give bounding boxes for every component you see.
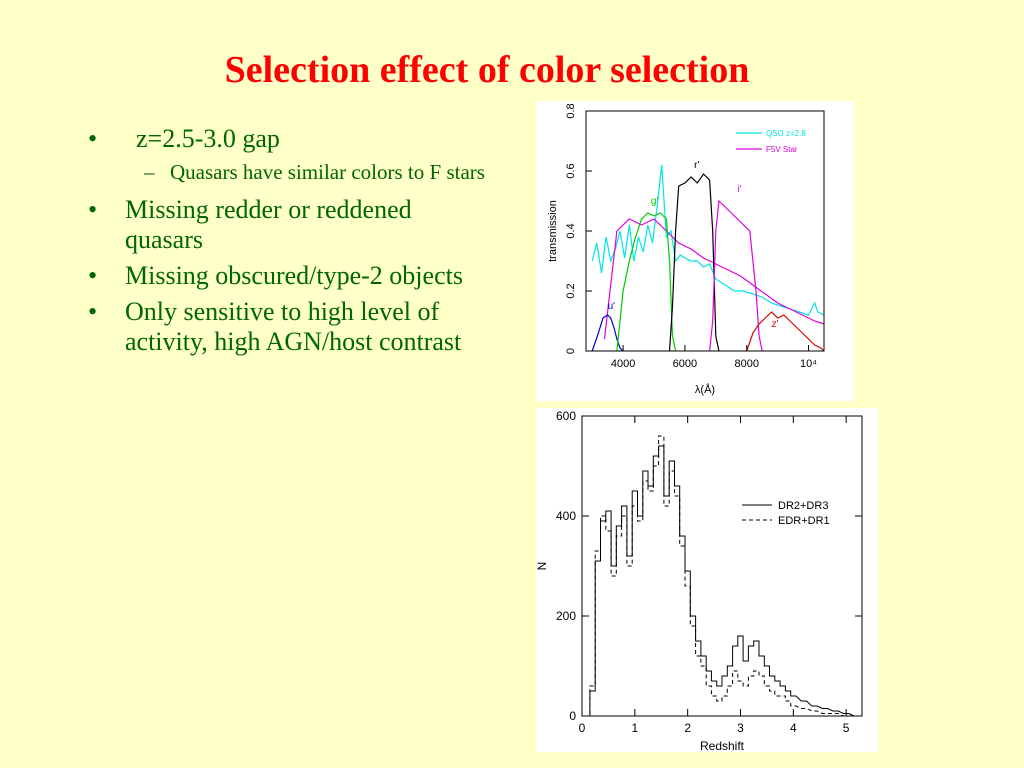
bullet-text: Only sensitive to high level of activity… [125, 297, 462, 356]
filter-annotation: i' [737, 184, 741, 195]
x-tick-label: 4 [790, 721, 797, 735]
series-line [746, 311, 825, 352]
legend-label: F5V Star [766, 145, 798, 154]
y-tick-label: 0.8 [565, 103, 577, 118]
sub-bullet-dash: – [144, 160, 155, 184]
filter-transmission-figure: 4000 6000 8000 10⁴ 0 0.2 0.4 0.6 0.8 λ(Å) transmis… [536, 101, 854, 401]
series-line [616, 212, 677, 352]
bullet-dot: • [88, 124, 98, 153]
bullet-item: • Missing redder or reddened quasars [88, 195, 488, 255]
y-tick-label: 600 [556, 409, 576, 423]
plot-frame [581, 415, 863, 717]
y-tick-label: 0 [569, 709, 576, 723]
x-tick-label: 4000 [611, 358, 635, 370]
x-tick-label: 2 [684, 721, 691, 735]
bullet-text: Missing obscured/type-2 objects [125, 261, 463, 290]
y-tick-label: 0.4 [565, 223, 577, 238]
filter-transmission-chart: 4000 6000 8000 10⁴ 0 0.2 0.4 0.6 0.8 λ(Å) transmis… [547, 103, 825, 396]
series-line [603, 218, 825, 340]
x-axis-label: λ(Å) [695, 383, 715, 396]
bullet-list: • z=2.5-3.0 gap – Quasars have similar c… [88, 124, 488, 363]
filter-annotation: g' [651, 196, 659, 207]
x-tick-label: 10⁴ [800, 358, 817, 370]
histogram-series [584, 445, 860, 717]
redshift-histogram-figure: 0 1 2 3 4 5 0 200 400 600 Redshift N DR2+DR3 EDR+DR1 [535, 408, 878, 753]
series-line [591, 164, 825, 316]
legend-label: EDR+DR1 [778, 515, 830, 527]
filter-annotation: z' [771, 319, 778, 330]
filter-annotation: r' [694, 160, 699, 171]
x-tick-label: 1 [631, 721, 638, 735]
bullet-item: • Only sensitive to high level of activi… [88, 297, 488, 357]
y-axis-label: N [536, 562, 549, 571]
x-axis-label: Redshift [700, 739, 745, 752]
x-tick-label: 6000 [673, 358, 697, 370]
x-tick-label: 8000 [734, 358, 758, 370]
y-tick-label: 200 [556, 609, 576, 623]
bullet-dot: • [88, 297, 98, 326]
filter-annotation: u' [608, 301, 616, 312]
y-tick-label: 400 [556, 509, 576, 523]
redshift-histogram-chart: 0 1 2 3 4 5 0 200 400 600 Redshift N DR2+DR3 EDR+DR1 [535, 409, 863, 753]
bullet-item: • z=2.5-3.0 gap [88, 124, 488, 154]
bullet-text: z=2.5-3.0 gap [136, 124, 280, 153]
legend-label: QSO z=2.8 [766, 129, 806, 138]
x-tick-label: 0 [579, 721, 586, 735]
sub-bullet-item: – Quasars have similar colors to F stars [88, 160, 488, 185]
bullet-item: • Missing obscured/type-2 objects [88, 261, 488, 291]
slide-title: Selection effect of color selection [224, 49, 750, 91]
y-tick-label: 0 [565, 348, 577, 354]
series-line [668, 173, 720, 352]
sub-bullet-text: Quasars have similar colors to F stars [170, 160, 485, 184]
x-tick-label: 3 [737, 721, 744, 735]
legend-label: DR2+DR3 [778, 500, 828, 512]
x-tick-label: 5 [843, 721, 850, 735]
bullet-dot: • [88, 195, 98, 224]
y-axis-label: transmission [547, 200, 559, 262]
series-line [709, 199, 763, 352]
series-line [591, 314, 624, 352]
histogram-series [584, 435, 860, 717]
bullet-dot: • [88, 261, 98, 290]
y-tick-label: 0.2 [565, 283, 577, 298]
bullet-text: Missing redder or reddened quasars [125, 195, 412, 254]
y-tick-label: 0.6 [565, 163, 577, 178]
